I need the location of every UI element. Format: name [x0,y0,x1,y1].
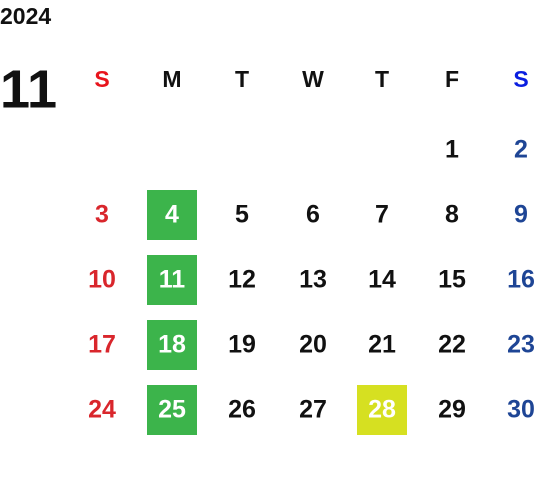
day: 13 [299,266,327,294]
day: 14 [368,266,396,294]
day: 18 [158,331,186,359]
day-highlight [147,385,197,435]
day: 30 [507,396,535,424]
day-highlight [357,385,407,435]
day: 26 [228,396,256,424]
day: 28 [368,396,396,424]
day: 5 [235,201,249,229]
day: 19 [228,331,256,359]
day: 25 [158,396,186,424]
day: 22 [438,331,466,359]
month: 11 [0,59,57,119]
day: 15 [438,266,466,294]
day: 8 [445,201,459,229]
day: 17 [88,331,116,359]
day: 27 [299,396,327,424]
day: 16 [507,266,535,294]
weekday-header: T [235,66,249,92]
day: 12 [228,266,256,294]
day: 2 [514,136,528,164]
day: 10 [88,266,116,294]
day-highlight [147,320,197,370]
day-highlight [147,190,197,240]
day: 23 [507,331,535,359]
day: 7 [375,201,389,229]
day: 9 [514,201,528,229]
weekday-header: T [375,66,389,92]
day: 4 [165,201,179,229]
weekday-header: S [513,66,528,92]
day: 20 [299,331,327,359]
day: 29 [438,396,466,424]
year: 2024 [0,3,51,29]
day: 21 [368,331,396,359]
day: 6 [306,201,320,229]
day-highlight [147,255,197,305]
day: 11 [159,266,186,294]
weekday-header: M [162,66,181,92]
day: 3 [95,201,109,229]
weekday-header: F [445,66,459,92]
day: 1 [445,136,459,164]
day: 24 [88,396,116,424]
weekday-header: W [302,66,324,92]
weekday-header: S [94,66,109,92]
